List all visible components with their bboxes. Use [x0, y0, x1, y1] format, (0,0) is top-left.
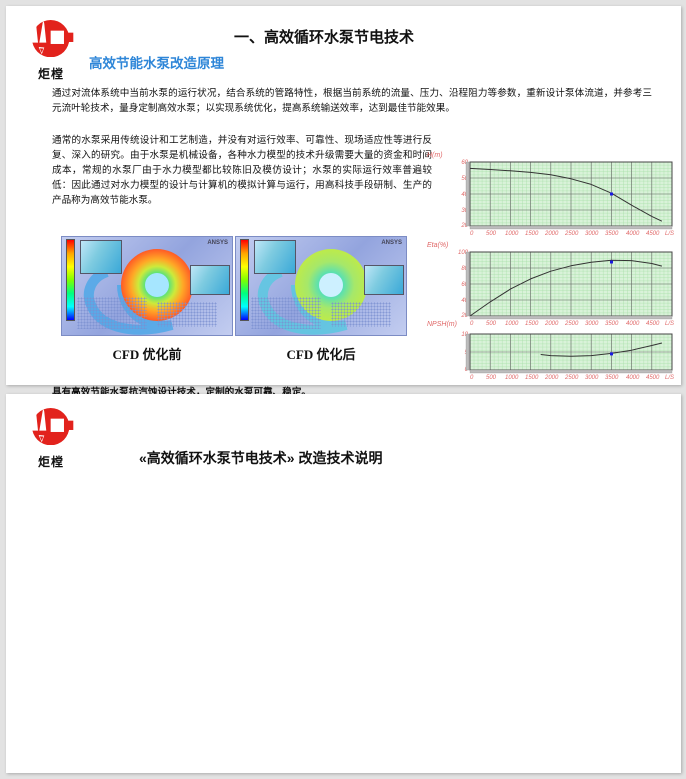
svg-text:4000: 4000: [626, 321, 640, 327]
svg-text:1500: 1500: [525, 375, 539, 381]
svg-text:2000: 2000: [544, 375, 559, 381]
svg-text:3500: 3500: [605, 231, 619, 237]
svg-text:1500: 1500: [525, 231, 539, 237]
svg-text:2000: 2000: [544, 231, 559, 237]
svg-text:500: 500: [486, 231, 497, 237]
svg-text:L/S: L/S: [665, 231, 674, 237]
svg-text:4000: 4000: [626, 231, 640, 237]
svg-text:1000: 1000: [505, 321, 519, 327]
svg-text:4500: 4500: [646, 231, 660, 237]
svg-text:0: 0: [470, 375, 474, 381]
svg-text:2500: 2500: [564, 375, 579, 381]
svg-text:500: 500: [486, 375, 497, 381]
svg-text:L/S: L/S: [665, 321, 674, 327]
svg-text:2000: 2000: [544, 321, 559, 327]
svg-text:3000: 3000: [585, 321, 599, 327]
svg-text:500: 500: [486, 321, 497, 327]
svg-text:4000: 4000: [626, 375, 640, 381]
svg-text:3500: 3500: [605, 375, 619, 381]
svg-text:3000: 3000: [585, 231, 599, 237]
svg-text:0: 0: [470, 321, 474, 327]
svg-text:1000: 1000: [505, 375, 519, 381]
svg-text:0: 0: [470, 231, 474, 237]
svg-text:3000: 3000: [585, 375, 599, 381]
svg-text:4500: 4500: [646, 375, 660, 381]
svg-text:2500: 2500: [564, 231, 579, 237]
svg-text:L/S: L/S: [665, 375, 674, 381]
svg-text:4500: 4500: [646, 321, 660, 327]
svg-text:1500: 1500: [525, 321, 539, 327]
svg-text:1000: 1000: [505, 231, 519, 237]
svg-text:2500: 2500: [564, 321, 579, 327]
svg-text:3500: 3500: [605, 321, 619, 327]
